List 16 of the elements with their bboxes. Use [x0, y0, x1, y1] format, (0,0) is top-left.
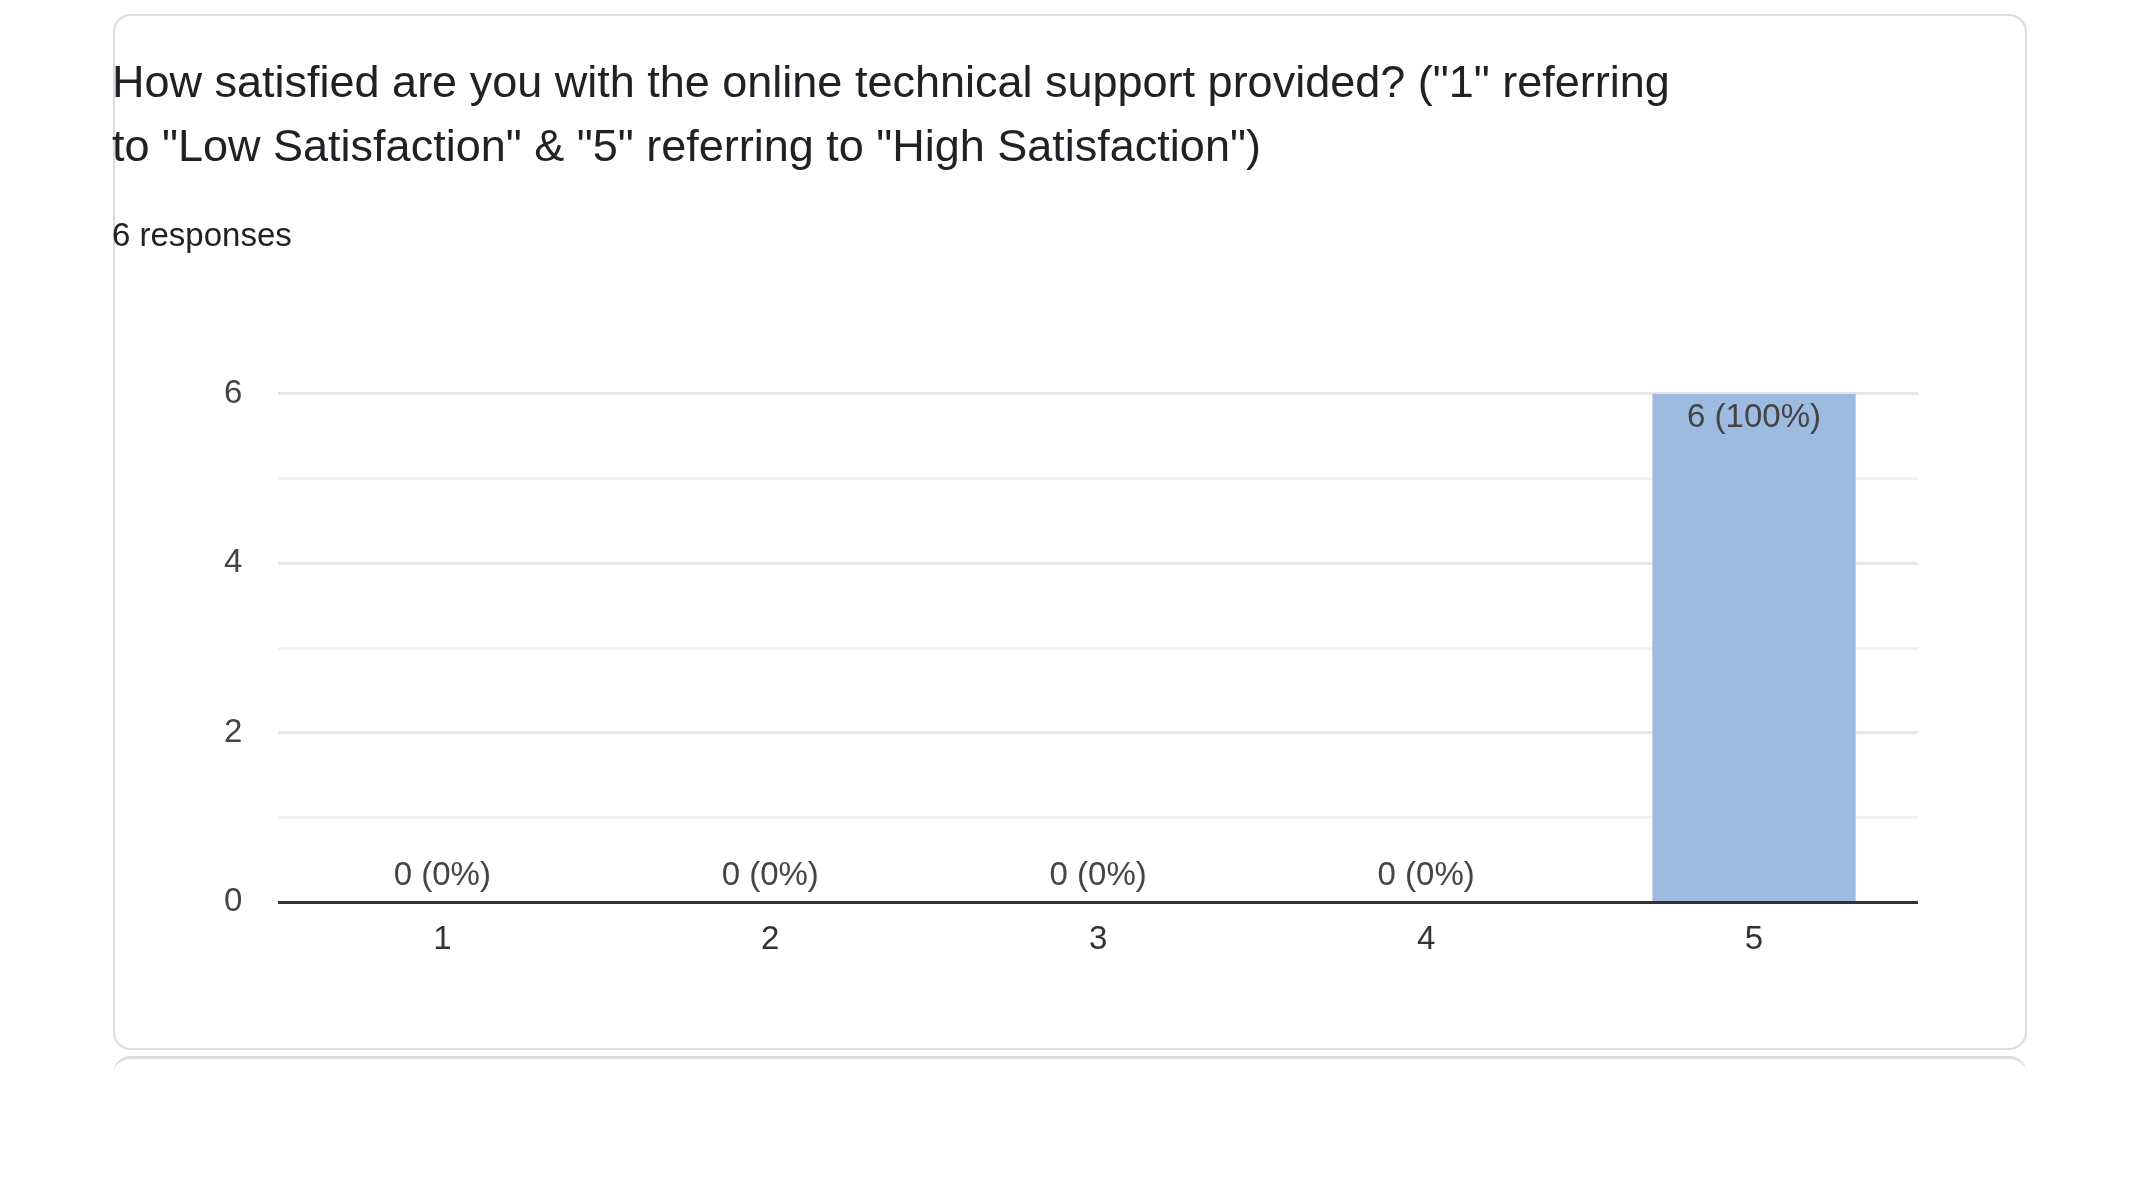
x-tick-label: 5: [1744, 919, 1764, 957]
x-tick-label: 1: [433, 919, 452, 957]
x-tick-label: 3: [1089, 919, 1108, 957]
chart-subtitle: 6 responses: [112, 216, 292, 254]
x-tick-label: 2: [761, 919, 780, 957]
data-label: 0 (0%): [1049, 854, 1147, 892]
data-label: 0 (0%): [721, 854, 819, 892]
y-tick-label: 6: [223, 372, 243, 410]
y-tick-label: 0: [223, 881, 243, 919]
data-label: 0 (0%): [393, 854, 491, 892]
y-tick-label: 4: [223, 542, 243, 580]
data-label: 6 (100%): [1687, 397, 1821, 435]
data-label: 0 (0%): [1377, 854, 1475, 892]
chart-title: How satisfied are you with the online technical support provided? ("1" referring to "Low Satisfaction" & "5" referring to "High Satisfaction"): [112, 55, 1671, 173]
y-tick-label: 2: [223, 711, 243, 749]
x-tick-label: 4: [1416, 919, 1436, 957]
